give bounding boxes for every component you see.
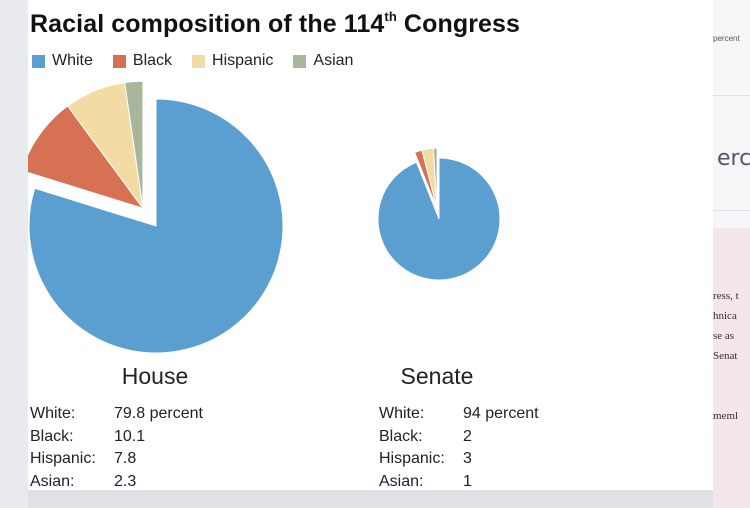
legend-item-white: White: [32, 52, 93, 70]
chart-title-superscript: th: [384, 9, 397, 24]
house-pie: [28, 80, 284, 354]
legend-item-black: Black: [112, 52, 173, 70]
senate-slice-asian: [432, 147, 438, 210]
stat-name: Black:: [379, 427, 423, 445]
legend-swatch-asian: [293, 54, 307, 68]
chart-legend: White Black Hispanic Asian: [32, 52, 353, 70]
stat-value: 10.1: [114, 427, 146, 445]
card-bottom-edge: [28, 490, 713, 508]
stat-name: Asian:: [379, 472, 424, 490]
chart-title-end: Congress: [396, 10, 521, 38]
legend-label-asian: Asian: [313, 52, 354, 69]
background-page-fragment: percent erce ress, t hnica se as Senat m…: [713, 0, 750, 508]
stat-value: 79.8 percent: [114, 405, 203, 422]
chart-title-text: Racial composition of the 114: [30, 10, 385, 38]
fragment-line: ress, t: [713, 290, 739, 302]
stat-name: Hispanic:: [30, 450, 96, 467]
stat-name: Hispanic:: [379, 450, 445, 467]
house-stats-table: White: 79.8 percent Black: 10.1 Hispanic: 7…: [30, 403, 203, 493]
chart-title: Racial composition of the 114th Congress: [30, 9, 521, 39]
stat-value: 2: [463, 427, 472, 445]
legend-item-hispanic: Hispanic: [192, 52, 273, 70]
legend-swatch-white: [32, 54, 45, 68]
senate-pie: [377, 147, 501, 281]
legend-swatch-hispanic: [192, 54, 206, 68]
fragment-line: se as: [713, 330, 735, 342]
house-pie-label: House: [121, 363, 189, 389]
stat-name: Black:: [30, 427, 74, 445]
stat-row: Black: 2: [379, 426, 539, 449]
fragment-line: Senat: [713, 350, 738, 362]
stat-value: 2.3: [114, 472, 137, 490]
divider: [713, 210, 750, 211]
stat-name: White:: [379, 405, 425, 422]
legend-label-black: Black: [132, 52, 173, 69]
stat-row: White: 94 percent: [379, 403, 539, 426]
legend-swatch-black: [112, 54, 126, 68]
chart-card: Racial composition of the 114th Congress…: [28, 0, 713, 490]
fragment-panel: [713, 228, 750, 508]
house-slice-white: [28, 98, 284, 354]
legend-item-asian: Asian: [293, 52, 353, 70]
fragment-line: hnica: [713, 310, 737, 322]
stat-value: 3: [463, 450, 472, 467]
house-slice-asian: [124, 80, 144, 209]
senate-stats-table: White: 94 percent Black: 2 Hispanic: 3 Asia…: [379, 403, 539, 493]
fragment-text-top: percent: [713, 34, 740, 43]
fragment-line: meml: [713, 410, 739, 422]
stat-value: 1: [463, 472, 472, 490]
legend-label-white: White: [52, 52, 93, 69]
legend-label-hispanic: Hispanic: [212, 52, 274, 69]
fragment-text-large: erce: [717, 146, 750, 171]
senate-pie-label: Senate: [400, 363, 474, 389]
stat-name: White:: [30, 405, 76, 422]
stat-value: 7.8: [114, 450, 137, 467]
stat-row: Asian: 1: [379, 471, 539, 494]
stat-value: 94 percent: [463, 405, 539, 422]
senate-slice-white: [377, 157, 501, 281]
stat-row: Black: 10.1: [30, 426, 203, 449]
pie-charts: [28, 80, 501, 354]
stat-row: Hispanic: 3: [379, 448, 539, 471]
house-slice-black: [28, 105, 145, 210]
stat-row: Asian: 2.3: [30, 471, 203, 494]
stat-name: Asian:: [30, 472, 75, 490]
stat-row: Hispanic: 7.8: [30, 448, 203, 471]
stat-row: White: 79.8 percent: [30, 403, 203, 426]
divider: [713, 95, 750, 96]
